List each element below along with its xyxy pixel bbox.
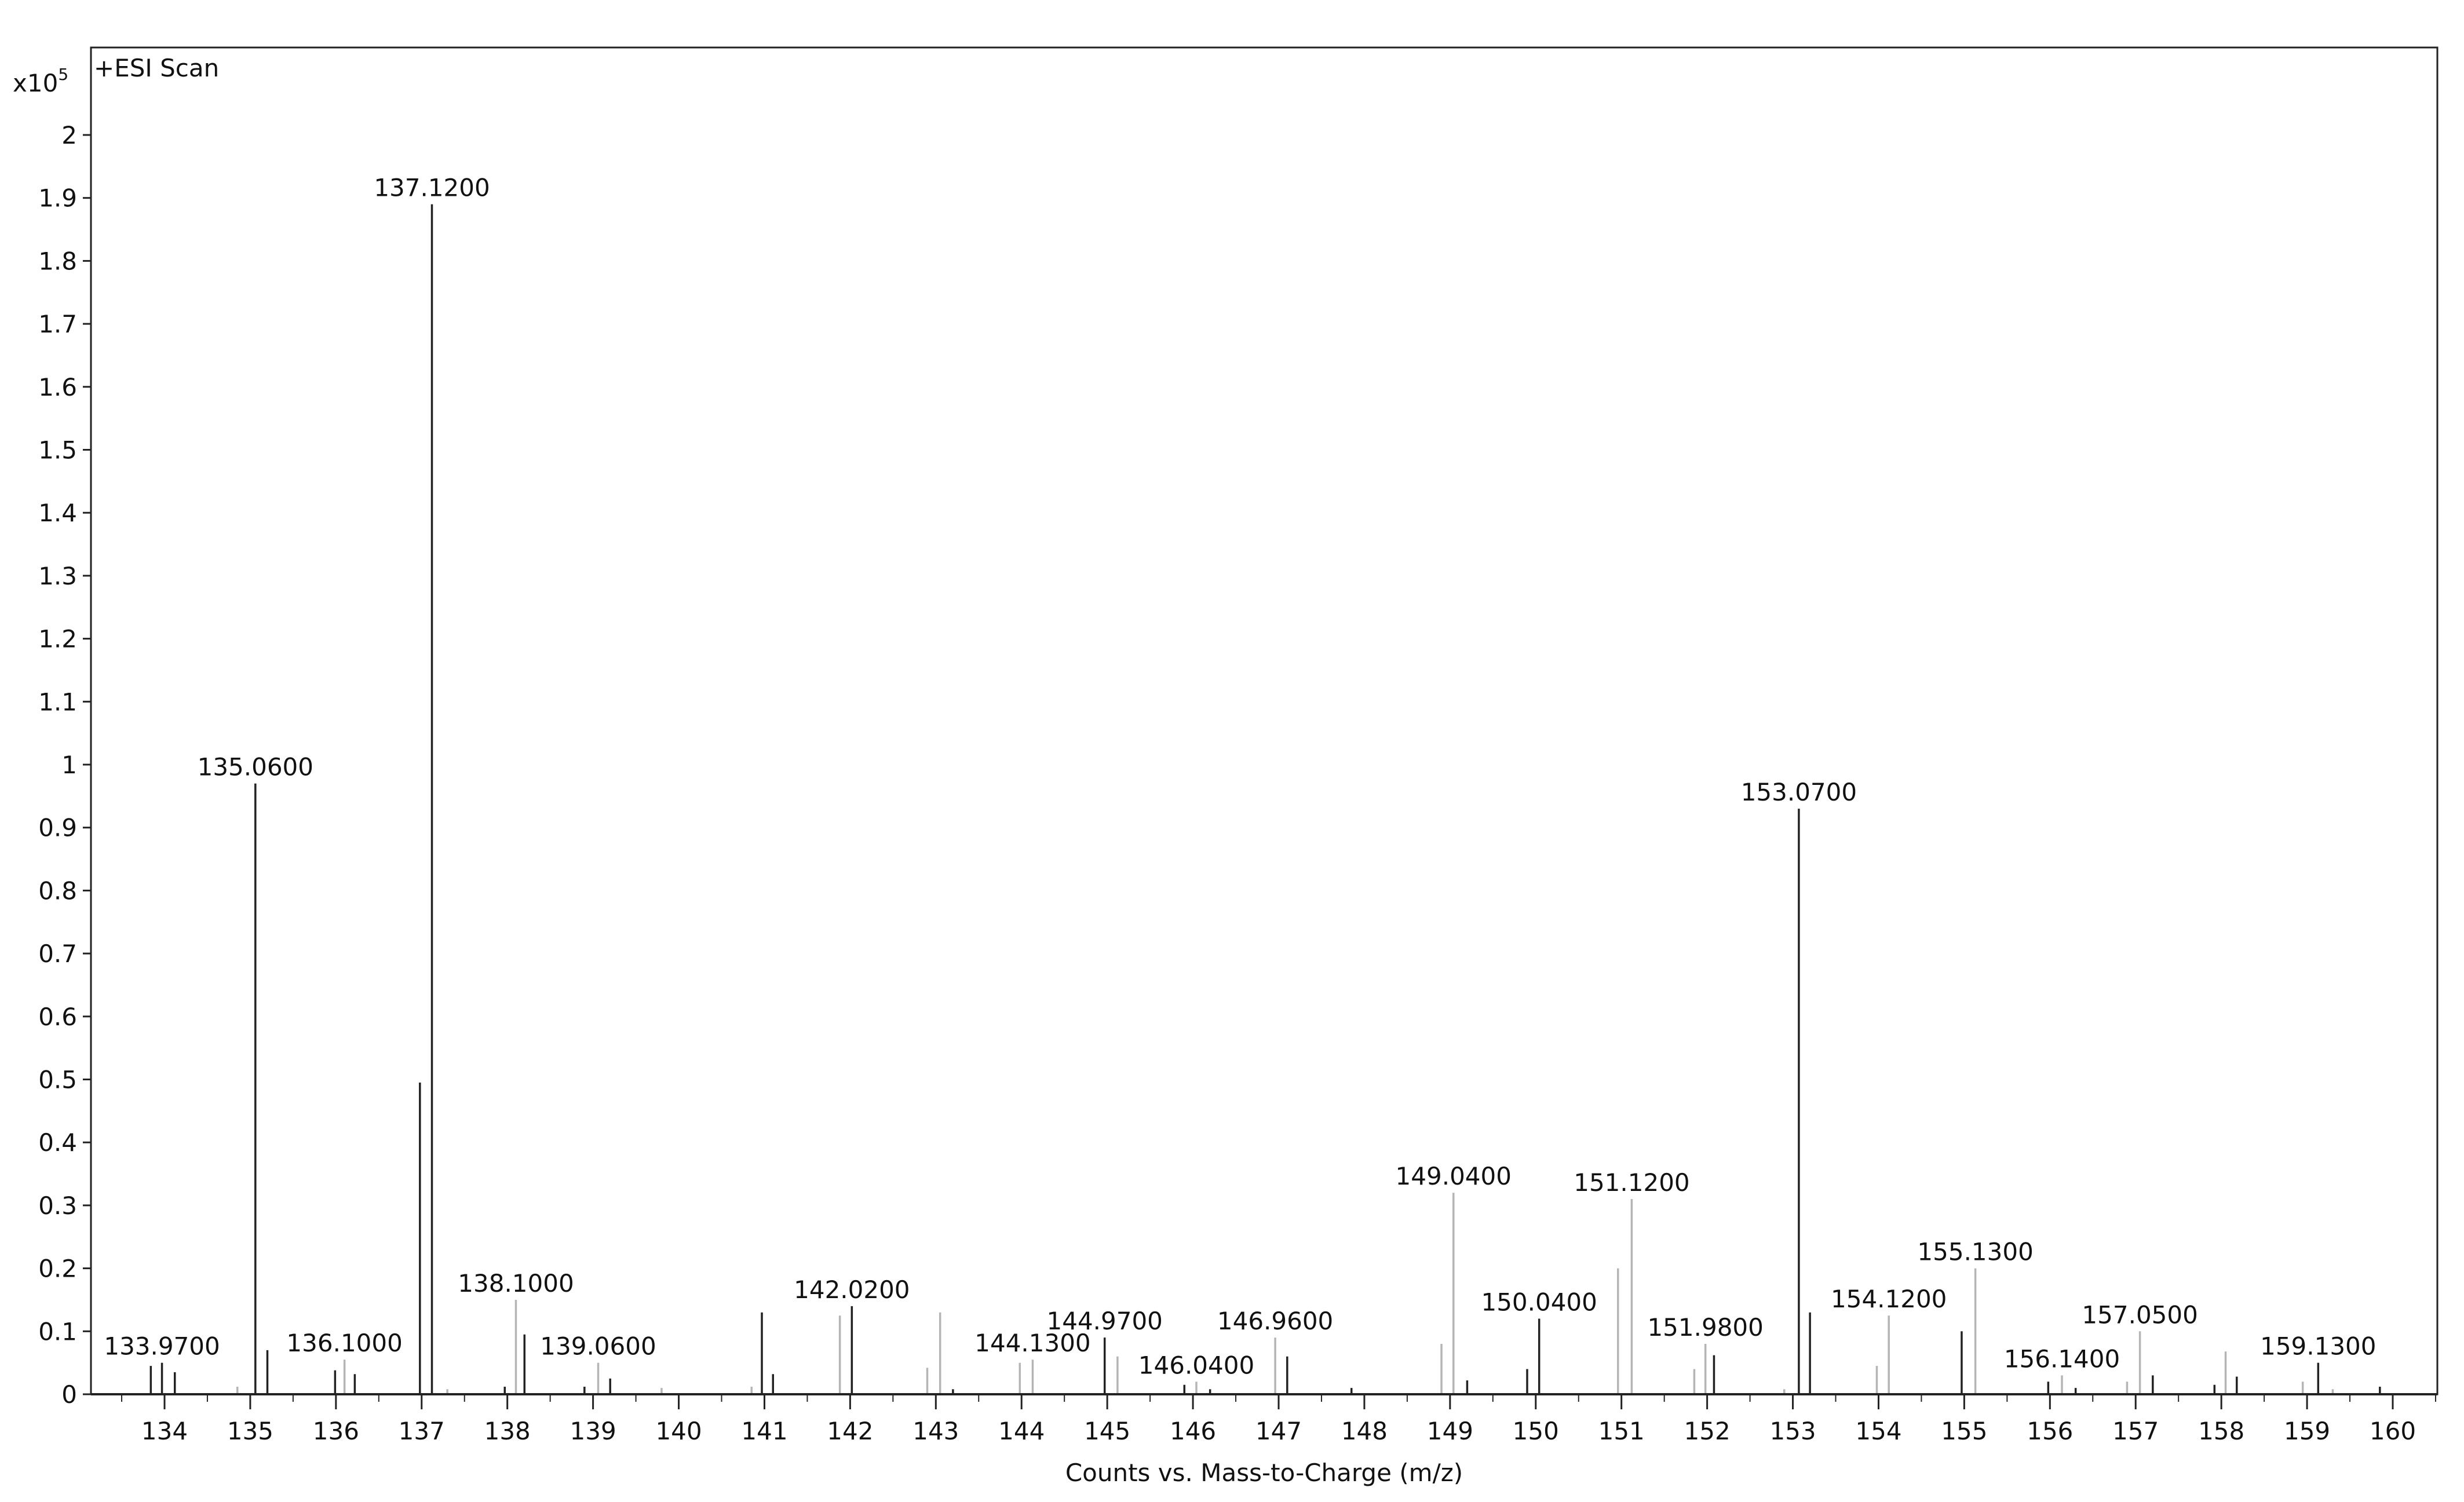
chart-title: +ESI Scan — [94, 54, 219, 82]
x-tick-label-13: 147 — [1255, 1417, 1302, 1445]
y-axis-ticks: 0 0.1 0.2 0.3 0.4 0.5 0.6 0.7 0.8 0.9 1 1.1 1.2 1.3 1.… — [38, 121, 91, 1409]
x-tick-label-12: 146 — [1170, 1417, 1216, 1445]
x-tick-label-24: 158 — [2198, 1417, 2244, 1445]
x-tick-label-21: 155 — [1941, 1417, 1987, 1445]
y-tick-label-2: 0.2 — [38, 1255, 77, 1283]
peak-label-7: 136.1000 — [286, 1329, 402, 1357]
x-tick-label-7: 141 — [741, 1417, 787, 1445]
peak-label-10: 137.1200 — [374, 174, 490, 202]
peak-label-58: 157.0500 — [2082, 1300, 2197, 1329]
y-tick-label-20: 2 — [61, 121, 77, 149]
x-tick-label-11: 145 — [1084, 1417, 1130, 1445]
peak-label-43: 151.1200 — [1574, 1168, 1689, 1197]
x-tick-label-14: 148 — [1341, 1417, 1388, 1445]
peak-label-13: 138.1000 — [458, 1269, 574, 1298]
x-tick-label-3: 137 — [399, 1417, 445, 1445]
x-tick-label-17: 151 — [1598, 1417, 1645, 1445]
peak-label-29: 144.9700 — [1047, 1307, 1163, 1335]
x-tick-label-0: 134 — [141, 1417, 188, 1445]
y-tick-label-1: 0.1 — [38, 1317, 77, 1346]
peak-label-53: 155.1300 — [1917, 1238, 2033, 1266]
peak-label-48: 153.0700 — [1741, 778, 1857, 806]
y-tick-label-3: 0.3 — [38, 1192, 77, 1220]
y-tick-label-4: 0.4 — [38, 1128, 77, 1157]
peaks-layer — [149, 204, 2381, 1394]
x-tick-label-4: 138 — [484, 1417, 531, 1445]
x-tick-label-5: 139 — [570, 1417, 616, 1445]
y-tick-label-19: 1.9 — [38, 184, 77, 213]
y-tick-label-10: 1 — [61, 751, 77, 779]
peak-label-1: 133.9700 — [104, 1332, 220, 1361]
y-tick-label-11: 1.1 — [38, 688, 77, 716]
y-multiplier-exponent: 5 — [58, 65, 68, 84]
plot-frame — [90, 46, 2439, 1395]
peak-label-55: 156.1400 — [2004, 1344, 2120, 1373]
x-tick-label-22: 156 — [2027, 1417, 2073, 1445]
peak-labels-layer: 133.9700 135.0600 136.1000 137.1200 138.1000… — [104, 174, 2376, 1380]
x-tick-label-23: 157 — [2112, 1417, 2159, 1445]
x-tick-label-26: 160 — [2370, 1417, 2416, 1445]
x-axis-ticks: 134 135 136 137 138 139 140 141 142 143 144 145 146 1… — [121, 1394, 2436, 1445]
y-tick-label-15: 1.5 — [38, 436, 77, 465]
x-tick-label-19: 153 — [1769, 1417, 1816, 1445]
peak-label-32: 146.0400 — [1138, 1351, 1254, 1379]
peak-label-64: 159.1300 — [2260, 1332, 2376, 1361]
y-tick-label-18: 1.8 — [38, 247, 77, 275]
peak-label-41: 150.0400 — [1481, 1288, 1597, 1317]
y-multiplier-label: x105 — [13, 65, 68, 97]
y-tick-label-5: 0.5 — [38, 1066, 77, 1094]
x-tick-label-2: 136 — [313, 1417, 359, 1445]
y-tick-label-0: 0 — [61, 1380, 77, 1409]
x-tick-label-18: 152 — [1684, 1417, 1731, 1445]
x-axis-label: Counts vs. Mass-to-Charge (m/z) — [1065, 1459, 1463, 1487]
y-tick-label-13: 1.3 — [38, 562, 77, 590]
y-tick-label-7: 0.7 — [38, 940, 77, 968]
x-tick-label-16: 150 — [1513, 1417, 1559, 1445]
peak-label-28: 144.1300 — [974, 1329, 1090, 1357]
x-tick-label-10: 144 — [998, 1417, 1045, 1445]
peak-label-4: 135.0600 — [198, 753, 313, 781]
peak-label-51: 154.1200 — [1831, 1285, 1947, 1313]
y-tick-label-16: 1.6 — [38, 373, 77, 401]
y-tick-label-9: 0.9 — [38, 814, 77, 842]
x-tick-label-20: 154 — [1855, 1417, 1901, 1445]
y-multiplier-base: x10 — [13, 69, 58, 97]
y-tick-label-17: 1.7 — [38, 310, 77, 338]
peak-label-38: 149.0400 — [1396, 1162, 1512, 1190]
x-tick-label-15: 149 — [1427, 1417, 1473, 1445]
x-tick-label-8: 142 — [827, 1417, 873, 1445]
peak-label-23: 142.0200 — [794, 1276, 910, 1304]
x-tick-label-1: 135 — [227, 1417, 273, 1445]
peak-label-34: 146.9600 — [1217, 1307, 1333, 1335]
y-tick-label-6: 0.6 — [38, 1003, 77, 1031]
peak-label-16: 139.0600 — [540, 1332, 656, 1361]
y-tick-label-8: 0.8 — [38, 876, 77, 905]
x-tick-label-6: 140 — [655, 1417, 702, 1445]
y-tick-label-12: 1.2 — [38, 625, 77, 653]
peak-label-45: 151.9800 — [1647, 1313, 1763, 1342]
y-tick-label-14: 1.4 — [38, 499, 77, 527]
x-tick-label-9: 143 — [912, 1417, 959, 1445]
x-tick-label-25: 159 — [2284, 1417, 2330, 1445]
